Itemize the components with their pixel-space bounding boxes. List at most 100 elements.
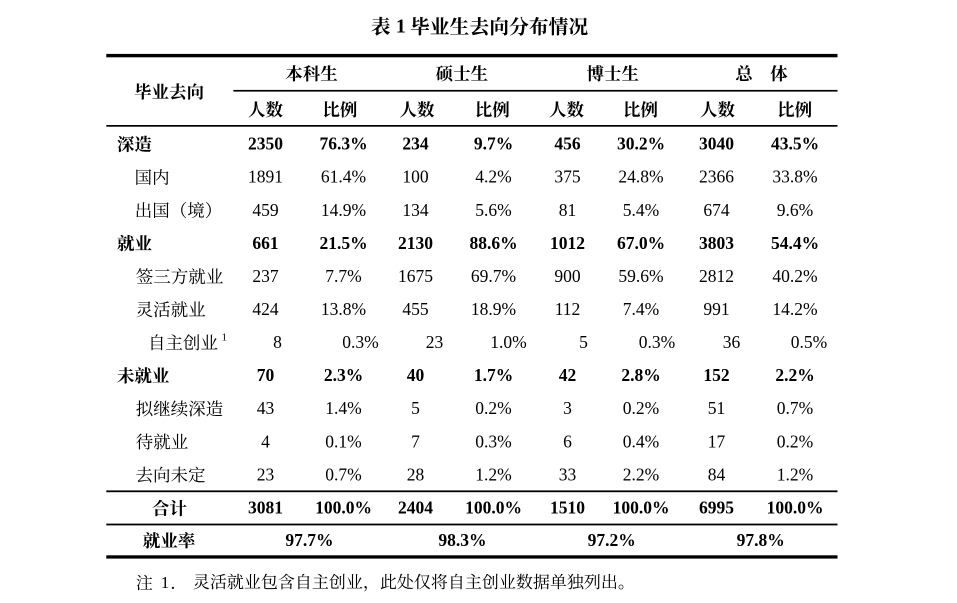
- svg-text:97.2%: 97.2%: [588, 530, 636, 550]
- svg-text:0.3%: 0.3%: [342, 332, 378, 352]
- svg-text:456: 456: [554, 134, 581, 154]
- svg-text:1: 1: [221, 332, 227, 344]
- svg-text:17: 17: [708, 431, 726, 451]
- svg-text:5.4%: 5.4%: [623, 200, 659, 220]
- svg-text:134: 134: [402, 200, 429, 220]
- svg-text:375: 375: [554, 167, 581, 187]
- svg-text:459: 459: [252, 200, 279, 220]
- svg-text:1510: 1510: [550, 498, 585, 518]
- svg-text:2130: 2130: [398, 233, 433, 253]
- svg-text:0.5%: 0.5%: [791, 332, 827, 352]
- svg-text:81: 81: [559, 200, 577, 220]
- svg-text:3040: 3040: [699, 134, 734, 154]
- svg-text:1: 1: [396, 16, 406, 38]
- svg-text:100.0%: 100.0%: [613, 498, 670, 518]
- svg-text:69.7%: 69.7%: [471, 266, 516, 286]
- svg-text:21.5%: 21.5%: [319, 233, 367, 253]
- svg-text:3081: 3081: [248, 498, 283, 518]
- svg-text:54.4%: 54.4%: [771, 233, 819, 253]
- svg-text:6: 6: [563, 431, 572, 451]
- svg-text:33.8%: 33.8%: [772, 167, 817, 187]
- svg-text:23: 23: [426, 332, 444, 352]
- svg-text:2350: 2350: [248, 134, 283, 154]
- svg-text:59.6%: 59.6%: [618, 266, 663, 286]
- svg-text:152: 152: [703, 365, 729, 385]
- svg-text:3: 3: [563, 398, 572, 418]
- svg-text:30.2%: 30.2%: [617, 134, 665, 154]
- svg-text:1012: 1012: [550, 233, 585, 253]
- svg-text:1.7%: 1.7%: [474, 365, 513, 385]
- svg-text:455: 455: [402, 299, 429, 319]
- svg-text:40: 40: [407, 365, 425, 385]
- svg-text:1.4%: 1.4%: [325, 398, 361, 418]
- svg-text:1675: 1675: [398, 266, 433, 286]
- svg-text:1891: 1891: [248, 167, 283, 187]
- svg-text:0.7%: 0.7%: [325, 464, 361, 484]
- svg-text:112: 112: [555, 299, 581, 319]
- svg-text:13.8%: 13.8%: [321, 299, 366, 319]
- svg-text:0.1%: 0.1%: [325, 431, 361, 451]
- svg-text:661: 661: [252, 233, 278, 253]
- svg-text:2812: 2812: [699, 266, 734, 286]
- svg-text:100: 100: [402, 167, 429, 187]
- svg-text:2366: 2366: [699, 167, 734, 187]
- svg-text:1.2%: 1.2%: [777, 464, 813, 484]
- svg-text:7.4%: 7.4%: [623, 299, 659, 319]
- svg-text:6995: 6995: [699, 498, 734, 518]
- svg-text:991: 991: [703, 299, 729, 319]
- svg-text:5: 5: [411, 398, 420, 418]
- svg-text:14.2%: 14.2%: [772, 299, 817, 319]
- svg-text:88.6%: 88.6%: [469, 233, 517, 253]
- svg-text:4: 4: [261, 431, 270, 451]
- svg-text:2.8%: 2.8%: [621, 365, 660, 385]
- svg-text:1.2%: 1.2%: [475, 464, 511, 484]
- svg-text:8: 8: [273, 332, 282, 352]
- svg-text:0.3%: 0.3%: [639, 332, 675, 352]
- svg-text:2.3%: 2.3%: [324, 365, 363, 385]
- svg-text:42: 42: [559, 365, 577, 385]
- svg-text:14.9%: 14.9%: [321, 200, 366, 220]
- svg-text:674: 674: [703, 200, 730, 220]
- svg-text:98.3%: 98.3%: [438, 530, 486, 550]
- svg-text:5: 5: [579, 332, 588, 352]
- svg-text:900: 900: [554, 266, 581, 286]
- svg-text:2404: 2404: [398, 498, 433, 518]
- svg-text:9.6%: 9.6%: [777, 200, 813, 220]
- svg-text:0.3%: 0.3%: [475, 431, 511, 451]
- svg-text:4.2%: 4.2%: [475, 167, 511, 187]
- svg-text:76.3%: 76.3%: [319, 134, 367, 154]
- svg-text:51: 51: [708, 398, 726, 418]
- svg-text:70: 70: [257, 365, 275, 385]
- svg-text:0.4%: 0.4%: [623, 431, 659, 451]
- svg-text:100.0%: 100.0%: [315, 498, 372, 518]
- svg-text:0.7%: 0.7%: [777, 398, 813, 418]
- svg-text:61.4%: 61.4%: [321, 167, 366, 187]
- svg-text:0.2%: 0.2%: [623, 398, 659, 418]
- svg-text:100.0%: 100.0%: [767, 498, 824, 518]
- svg-text:100.0%: 100.0%: [465, 498, 522, 518]
- svg-text:33: 33: [559, 464, 577, 484]
- svg-text:67.0%: 67.0%: [617, 233, 665, 253]
- svg-text:5.6%: 5.6%: [475, 200, 511, 220]
- svg-text:28: 28: [407, 464, 425, 484]
- svg-text:9.7%: 9.7%: [474, 134, 513, 154]
- svg-text:1: 1: [161, 573, 170, 592]
- svg-text:36: 36: [723, 332, 741, 352]
- svg-text:0.2%: 0.2%: [475, 398, 511, 418]
- svg-text:424: 424: [252, 299, 279, 319]
- svg-text:97.8%: 97.8%: [737, 530, 785, 550]
- svg-text:0.2%: 0.2%: [777, 431, 813, 451]
- svg-text:43.5%: 43.5%: [771, 134, 819, 154]
- svg-text:3803: 3803: [699, 233, 734, 253]
- svg-text:84: 84: [708, 464, 726, 484]
- svg-text:237: 237: [252, 266, 279, 286]
- svg-text:24.8%: 24.8%: [618, 167, 663, 187]
- svg-text:2.2%: 2.2%: [775, 365, 814, 385]
- svg-text:18.9%: 18.9%: [471, 299, 516, 319]
- svg-text:234: 234: [402, 134, 429, 154]
- svg-text:40.2%: 40.2%: [772, 266, 817, 286]
- svg-text:7: 7: [411, 431, 420, 451]
- svg-text:7.7%: 7.7%: [325, 266, 361, 286]
- svg-text:43: 43: [257, 398, 275, 418]
- svg-text:97.7%: 97.7%: [285, 530, 333, 550]
